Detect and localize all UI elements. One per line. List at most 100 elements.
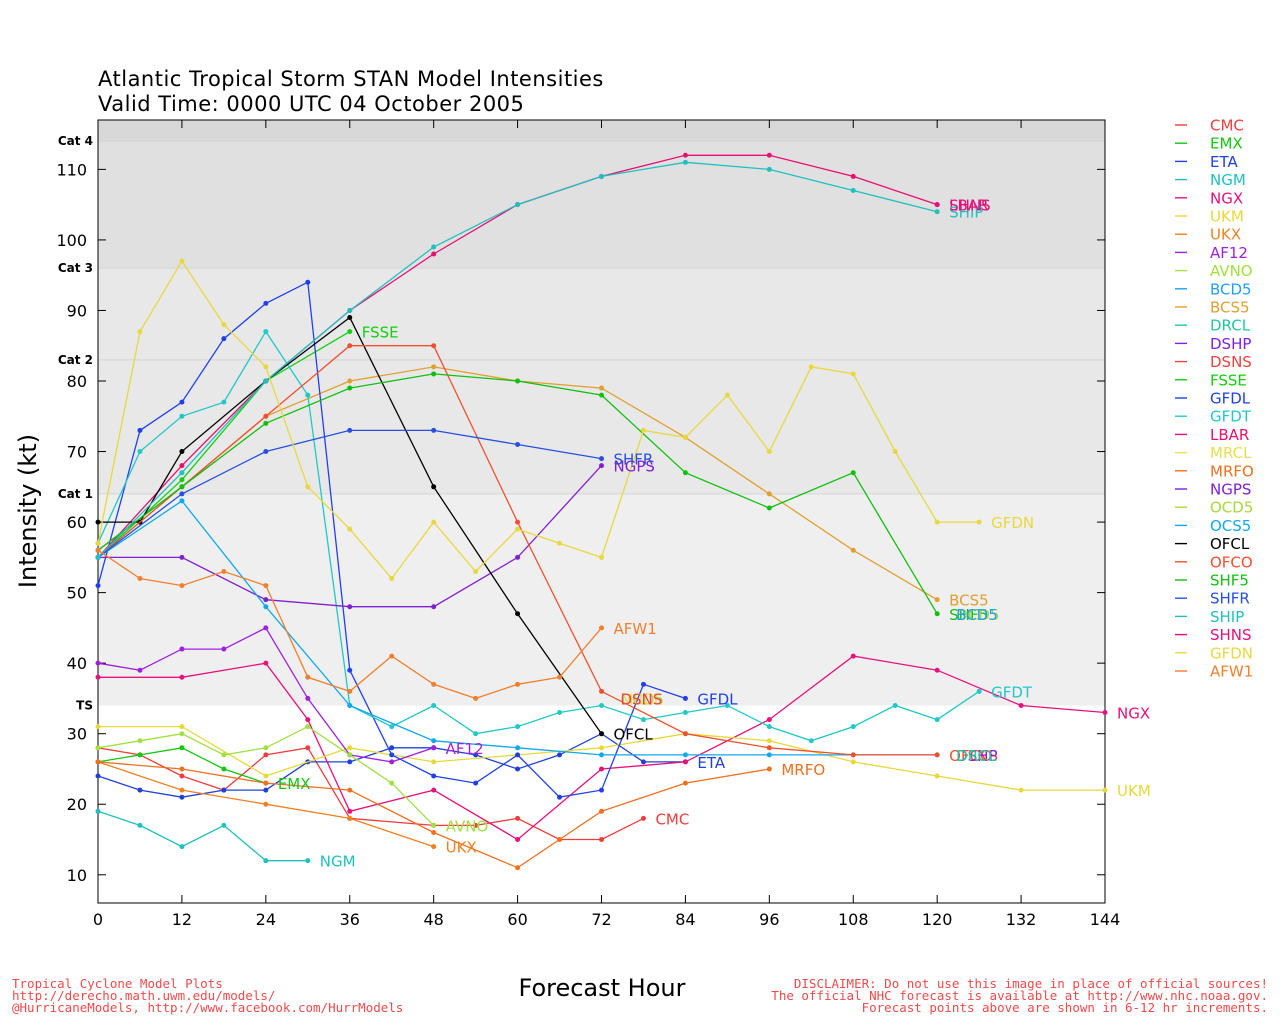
series-line-ofcl	[98, 316, 603, 735]
point-gfdl-13	[640, 681, 646, 687]
end-label-avno: AVNO	[446, 817, 489, 835]
point-gfdt-15	[724, 702, 730, 708]
point-afw1-4	[263, 583, 269, 589]
point-ngps-2	[263, 597, 269, 603]
point-ukx-4	[431, 844, 437, 850]
end-label-shf5: SHF5	[949, 606, 988, 624]
point-cmc-2	[179, 773, 185, 779]
point-bcs5-4	[431, 364, 437, 370]
legend-label-lbar: LBAR	[1210, 426, 1249, 444]
point-gfdn-7	[389, 576, 395, 582]
end-label-shns: SHNS	[949, 197, 991, 215]
x-tick-label-96: 96	[759, 910, 779, 929]
point-gfdn-14	[682, 434, 688, 440]
point-afw1-2	[179, 583, 185, 589]
legend-label-ofco: OFCO	[1210, 553, 1253, 571]
end-label-lbar: LBAR	[949, 197, 988, 215]
point-gfdl-6	[347, 667, 353, 673]
series-lines	[95, 152, 1108, 871]
category-band-2	[98, 268, 1105, 360]
point-af12-5	[305, 695, 311, 701]
point-mrfo-9	[766, 766, 772, 772]
legend-label-ship: SHIP	[1210, 608, 1244, 626]
point-lbar-7	[682, 152, 688, 158]
point-gfdn-5	[305, 484, 311, 490]
point-avno-2	[179, 731, 185, 737]
point-cmc-11	[599, 837, 604, 843]
point-shfr-4	[431, 427, 437, 433]
y-tick-label-70: 70	[67, 443, 87, 462]
point-ukm-12	[1102, 787, 1108, 793]
point-afw1-5	[305, 674, 311, 680]
point-gfdt-16	[766, 724, 772, 730]
point-emx-3	[221, 766, 227, 772]
point-shfr-1	[179, 491, 185, 497]
point-gfdt-10	[515, 724, 521, 730]
extra-label-1: DSHP	[956, 747, 997, 765]
end-label-ship: SHIP	[949, 204, 983, 222]
point-shf5-1	[179, 484, 185, 490]
point-af12-4	[263, 625, 269, 631]
category-label-4: Cat 4	[58, 134, 93, 148]
point-gfdt-7	[389, 724, 395, 730]
point-lbar-9	[850, 173, 856, 179]
end-label-ukm: UKM	[1117, 782, 1151, 800]
point-ukx-2	[263, 801, 269, 807]
series-line-eta	[97, 732, 686, 798]
point-shf5-7	[682, 470, 688, 476]
point-ocs5-7	[682, 752, 688, 758]
point-gfdl-7	[389, 752, 395, 758]
point-shf5-2	[263, 420, 269, 426]
point-gfdl-8	[431, 773, 437, 779]
point-ngx-7	[599, 766, 604, 772]
point-ngx-5	[431, 787, 437, 793]
point-cmc-9	[515, 815, 521, 821]
legend-label-shfr: SHFR	[1210, 590, 1250, 608]
x-axis-label: Forecast Hour	[519, 974, 686, 1002]
point-ngx-8	[682, 759, 688, 765]
x-tick-label-72: 72	[591, 910, 611, 929]
point-ngps-1	[179, 554, 185, 560]
point-shf5-3	[347, 385, 353, 391]
point-ngx-9	[766, 717, 772, 723]
point-mrfo-6	[557, 837, 563, 843]
legend-label-ofcl: OFCL	[1210, 535, 1250, 553]
legend-label-ngx: NGX	[1210, 189, 1243, 207]
legend-label-fsse: FSSE	[1210, 371, 1247, 389]
point-ngx-6	[515, 837, 521, 843]
legend-label-cmc: CMC	[1210, 117, 1244, 135]
point-shf5-4	[431, 371, 437, 377]
point-mrfo-1	[179, 766, 185, 772]
point-ngx-3	[305, 717, 311, 723]
point-ship-7	[682, 159, 688, 165]
point-ship-2	[263, 378, 269, 384]
point-gfdn-15	[724, 392, 730, 398]
point-avno-1	[137, 738, 143, 744]
series-line-gfdt	[97, 330, 980, 742]
point-af12-2	[179, 646, 185, 652]
point-ofco-8	[766, 745, 772, 751]
point-ukm-6	[599, 745, 604, 751]
y-tick-label-100: 100	[56, 231, 87, 250]
point-gfdl-14	[682, 695, 688, 701]
point-shf5-10	[934, 611, 940, 617]
x-tick-label-36: 36	[340, 910, 360, 929]
legend-label-shf5: SHF5	[1210, 572, 1249, 590]
y-tick-label-30: 30	[67, 725, 87, 744]
legend-label-dshp: DSHP	[1210, 335, 1251, 353]
point-gfdn-0	[95, 540, 101, 546]
point-gfdt-5	[305, 392, 311, 398]
point-gfdl-9	[473, 780, 479, 786]
point-gfdn-20	[934, 519, 940, 525]
point-ngx-11	[934, 667, 940, 673]
point-ocs5-1	[179, 498, 185, 504]
legend-label-avno: AVNO	[1210, 262, 1253, 280]
point-gfdt-1	[137, 449, 143, 455]
footer-left-line2: http://derecho.math.uwm.edu/models/	[12, 988, 275, 1003]
point-ofco-6	[599, 688, 604, 694]
point-mrfo-4	[431, 829, 437, 835]
point-bcs5-9	[850, 547, 856, 553]
category-band-1	[98, 359, 1105, 494]
point-gfdt-8	[431, 702, 437, 708]
